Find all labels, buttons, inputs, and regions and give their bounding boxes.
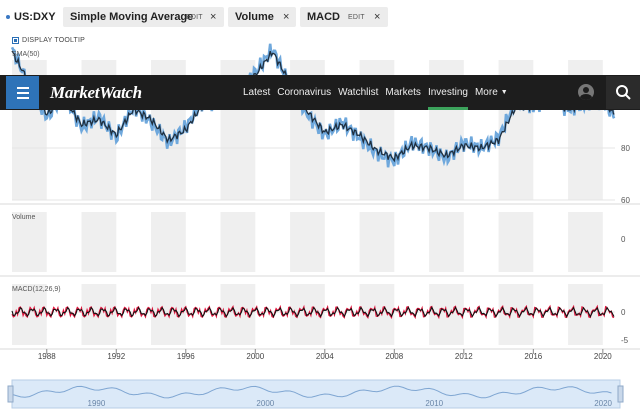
chart-stripe	[568, 284, 603, 345]
chart-stripe	[290, 212, 325, 272]
symbol-chip[interactable]: US:DXY	[6, 7, 56, 27]
x-axis-tick-label: 1988	[38, 352, 56, 361]
navigator-tick-label: 2000	[256, 399, 274, 408]
search-icon	[616, 85, 631, 100]
macd-pane-label: MACD(12,26,9)	[12, 286, 61, 293]
chart-stripe	[568, 212, 603, 272]
display-tooltip-label: DISPLAY TOOLTIP	[22, 37, 86, 44]
sma-chip[interactable]: Simple Moving Average EDIT ×	[63, 7, 224, 27]
chart-stripe	[151, 212, 186, 272]
sma-pane-label: SMA(50)	[12, 51, 40, 58]
chart-stripe	[359, 212, 395, 272]
display-tooltip-toggle[interactable]: DISPLAY TOOLTIP	[12, 37, 85, 44]
indicator-chip-bar: US:DXY Simple Moving Average EDIT × Volu…	[0, 0, 640, 34]
nav-item-investing[interactable]: Investing	[427, 75, 468, 110]
nav-item-coronavirus[interactable]: Coronavirus	[277, 87, 332, 98]
volume-chip[interactable]: Volume ×	[228, 7, 296, 27]
sma-chip-label: Simple Moving Average	[70, 11, 194, 23]
navigator-left-handle[interactable]	[7, 385, 14, 403]
sma-edit-button[interactable]: EDIT	[186, 13, 203, 21]
series-color-icon	[6, 15, 10, 19]
macd-edit-button[interactable]: EDIT	[348, 13, 365, 21]
caret-down-icon: ▼	[500, 89, 508, 96]
volume-pane-label: Volume	[12, 214, 36, 221]
nav-items: Latest Coronavirus Watchlist Markets Inv…	[243, 75, 515, 110]
price-axis-tick-label: 60	[621, 196, 630, 205]
marketwatch-nav-bar: MarketWatch Latest Coronavirus Watchlist…	[0, 75, 640, 110]
x-axis-tick-label: 1996	[177, 352, 195, 361]
navigator-tick-label: 2020	[594, 399, 612, 408]
x-axis-tick-label: 1992	[107, 352, 125, 361]
symbol-label: US:DXY	[14, 11, 56, 23]
chart-stripe	[12, 212, 47, 272]
hamburger-menu-icon[interactable]	[6, 76, 39, 109]
navigator-tick-label: 2010	[425, 399, 443, 408]
x-axis-tick-label: 2000	[246, 352, 264, 361]
sma-remove-icon[interactable]: ×	[210, 11, 217, 23]
nav-item-latest[interactable]: Latest	[243, 87, 271, 98]
macd-axis-tick-label: 0	[621, 308, 626, 317]
checkbox-icon[interactable]	[12, 37, 19, 44]
marketwatch-logo[interactable]: MarketWatch	[50, 83, 142, 102]
nav-item-watchlist[interactable]: Watchlist	[338, 87, 379, 98]
search-button[interactable]	[606, 76, 640, 109]
macd-remove-icon[interactable]: ×	[374, 11, 381, 23]
macd-axis-tick-label: -5	[621, 336, 629, 345]
x-axis-tick-label: 2008	[385, 352, 403, 361]
volume-axis-tick-label: 0	[621, 235, 626, 244]
macd-signal-line[interactable]	[11, 306, 615, 318]
macd-chip-label: MACD	[307, 11, 340, 23]
chart-stripe	[429, 212, 464, 272]
price-axis-tick-label: 80	[621, 144, 630, 153]
chart-stripe	[220, 212, 256, 272]
volume-chip-label: Volume	[235, 11, 274, 23]
macd-chip[interactable]: MACD EDIT ×	[300, 7, 388, 27]
x-axis-tick-label: 2016	[524, 352, 542, 361]
chart-stripe	[498, 212, 534, 272]
navigator-right-handle[interactable]	[617, 385, 624, 403]
nav-item-more-label: More	[474, 87, 498, 98]
nav-item-markets[interactable]: Markets	[385, 87, 421, 98]
navigator-tick-label: 1990	[88, 399, 106, 408]
navigator-series-line	[11, 385, 612, 399]
user-avatar-icon[interactable]	[578, 84, 594, 100]
nav-item-more[interactable]: More ▼	[475, 75, 508, 110]
x-axis-tick-label: 2004	[316, 352, 334, 361]
chart-stripe	[81, 212, 117, 272]
x-axis-tick-label: 2020	[594, 352, 612, 361]
x-axis-tick-label: 2012	[455, 352, 473, 361]
volume-remove-icon[interactable]: ×	[283, 11, 290, 23]
